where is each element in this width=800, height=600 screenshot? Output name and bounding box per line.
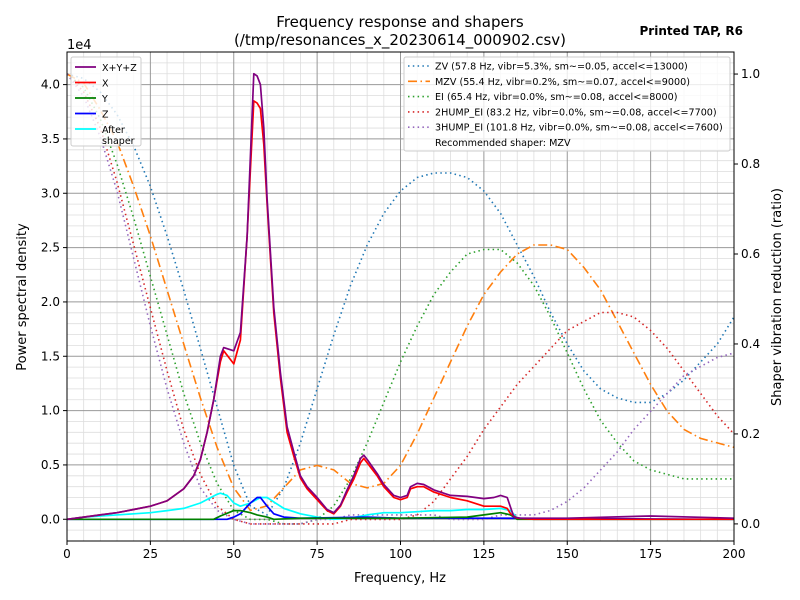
x-tick-label: 125 [472, 547, 495, 561]
y2-tick-label: 1.0 [741, 67, 760, 81]
chart-title: Frequency response and shapers [276, 13, 524, 31]
x-tick-label: 50 [226, 547, 241, 561]
recommended-shaper-label: Recommended shaper: MZV [435, 138, 571, 149]
x-tick-label: 150 [556, 547, 579, 561]
psd-line-x-y-z [66, 72, 735, 521]
y2-axis-label: Shaper vibration reduction (ratio) [770, 188, 785, 406]
y-tick-label: 0.0 [41, 512, 60, 526]
shaper-legend: ZV (57.8 Hz, vibr=5.3%, sm~=0.05, accel<… [403, 56, 731, 152]
y2-tick-label: 0.8 [741, 157, 760, 171]
y-tick-label: 2.0 [41, 295, 60, 309]
y2-tick-label: 0.6 [741, 247, 760, 261]
y-tick-label: 0.5 [41, 458, 60, 472]
corner-label: Printed TAP, R6 [640, 24, 743, 38]
x-tick-label: 0 [63, 547, 71, 561]
legend-box [403, 56, 731, 152]
plot-frame [66, 51, 735, 542]
chart-subtitle: (/tmp/resonances_x_20230614_000902.csv) [234, 31, 566, 50]
y2-tick-label: 0.2 [741, 427, 760, 441]
legend-label: shaper [102, 136, 135, 147]
x-tick-label: 100 [389, 547, 412, 561]
legend-label: Z [102, 110, 109, 121]
legend-label: EI (65.4 Hz, vibr=0.0%, sm~=0.08, accel<… [435, 92, 677, 103]
x-tick-label: 75 [309, 547, 324, 561]
x-tick-label: 175 [639, 547, 662, 561]
legend-label: X+Y+Z [102, 63, 137, 74]
series-group [66, 72, 735, 525]
y-tick-label: 4.0 [41, 78, 60, 92]
shaper-line-1 [66, 73, 735, 512]
shaper-line-4 [66, 73, 735, 525]
psd-line-y [67, 509, 734, 521]
y-offset-label: 1e4 [67, 38, 92, 53]
y2-tick-label: 0.0 [741, 517, 760, 531]
y-tick-label: 2.5 [41, 241, 60, 255]
ticks: 0 25 50 75 100 125 150 175 200 0.0 0.5 1.0 1.5 2.0 2.5… [41, 67, 760, 561]
grid [66, 52, 735, 542]
legend-label: ZV (57.8 Hz, vibr=5.3%, sm~=0.05, accel<… [435, 62, 688, 73]
legend-box [70, 56, 142, 147]
y-tick-label: 3.5 [41, 132, 60, 146]
y2-tick-label: 0.4 [741, 337, 760, 351]
y-tick-label: 1.0 [41, 404, 60, 418]
legend-label: 2HUMP_EI (83.2 Hz, vibr=0.0%, sm~=0.08, … [435, 107, 717, 118]
x-tick-label: 200 [723, 547, 746, 561]
y-axis-label: Power spectral density [15, 223, 30, 371]
legend-label: 3HUMP_EI (101.8 Hz, vibr=0.0%, sm~=0.08,… [435, 123, 723, 134]
shaper-line-0 [66, 73, 735, 516]
legend-label: After [102, 125, 125, 136]
x-axis-label: Frequency, Hz [354, 571, 446, 586]
x-tick-label: 25 [143, 547, 158, 561]
legend-label: X [102, 79, 109, 90]
y-tick-label: 1.5 [41, 349, 60, 363]
legend-label: Y [101, 94, 108, 105]
psd-line-after-shaper [66, 492, 734, 521]
legend-label: MZV (55.4 Hz, vibr=0.2%, sm~=0.07, accel… [435, 77, 690, 88]
y-tick-label: 3.0 [41, 186, 60, 200]
